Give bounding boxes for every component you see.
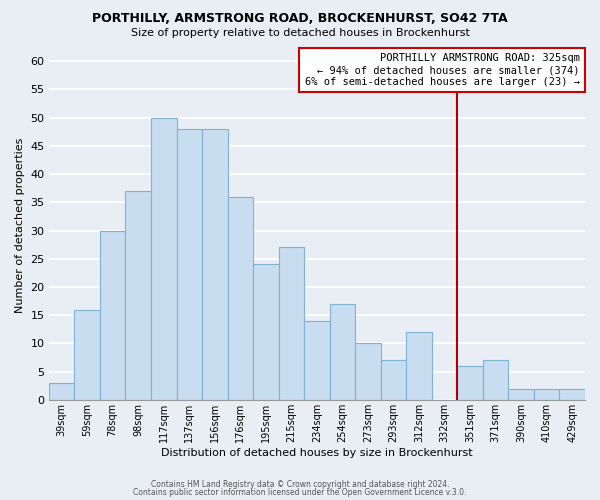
Bar [355,344,381,400]
Text: Size of property relative to detached houses in Brockenhurst: Size of property relative to detached ho… [131,28,469,38]
Y-axis label: Number of detached properties: Number of detached properties [15,137,25,312]
Bar [100,230,125,400]
Bar [227,196,253,400]
Bar [74,310,100,400]
Bar [406,332,432,400]
Bar [176,129,202,400]
Bar [49,383,74,400]
Text: PORTHILLY, ARMSTRONG ROAD, BROCKENHURST, SO42 7TA: PORTHILLY, ARMSTRONG ROAD, BROCKENHURST,… [92,12,508,26]
Bar [559,388,585,400]
Bar [278,248,304,400]
Bar [304,321,329,400]
Bar [202,129,227,400]
Bar [508,388,534,400]
X-axis label: Distribution of detached houses by size in Brockenhurst: Distribution of detached houses by size … [161,448,473,458]
Bar [253,264,278,400]
Bar [534,388,559,400]
Bar [483,360,508,400]
Bar [329,304,355,400]
Bar [457,366,483,400]
Bar [381,360,406,400]
Text: Contains HM Land Registry data © Crown copyright and database right 2024.: Contains HM Land Registry data © Crown c… [151,480,449,489]
Bar [125,191,151,400]
Text: PORTHILLY ARMSTRONG ROAD: 325sqm
← 94% of detached houses are smaller (374)
6% o: PORTHILLY ARMSTRONG ROAD: 325sqm ← 94% o… [305,54,580,86]
Bar [151,118,176,400]
Text: Contains public sector information licensed under the Open Government Licence v.: Contains public sector information licen… [133,488,467,497]
